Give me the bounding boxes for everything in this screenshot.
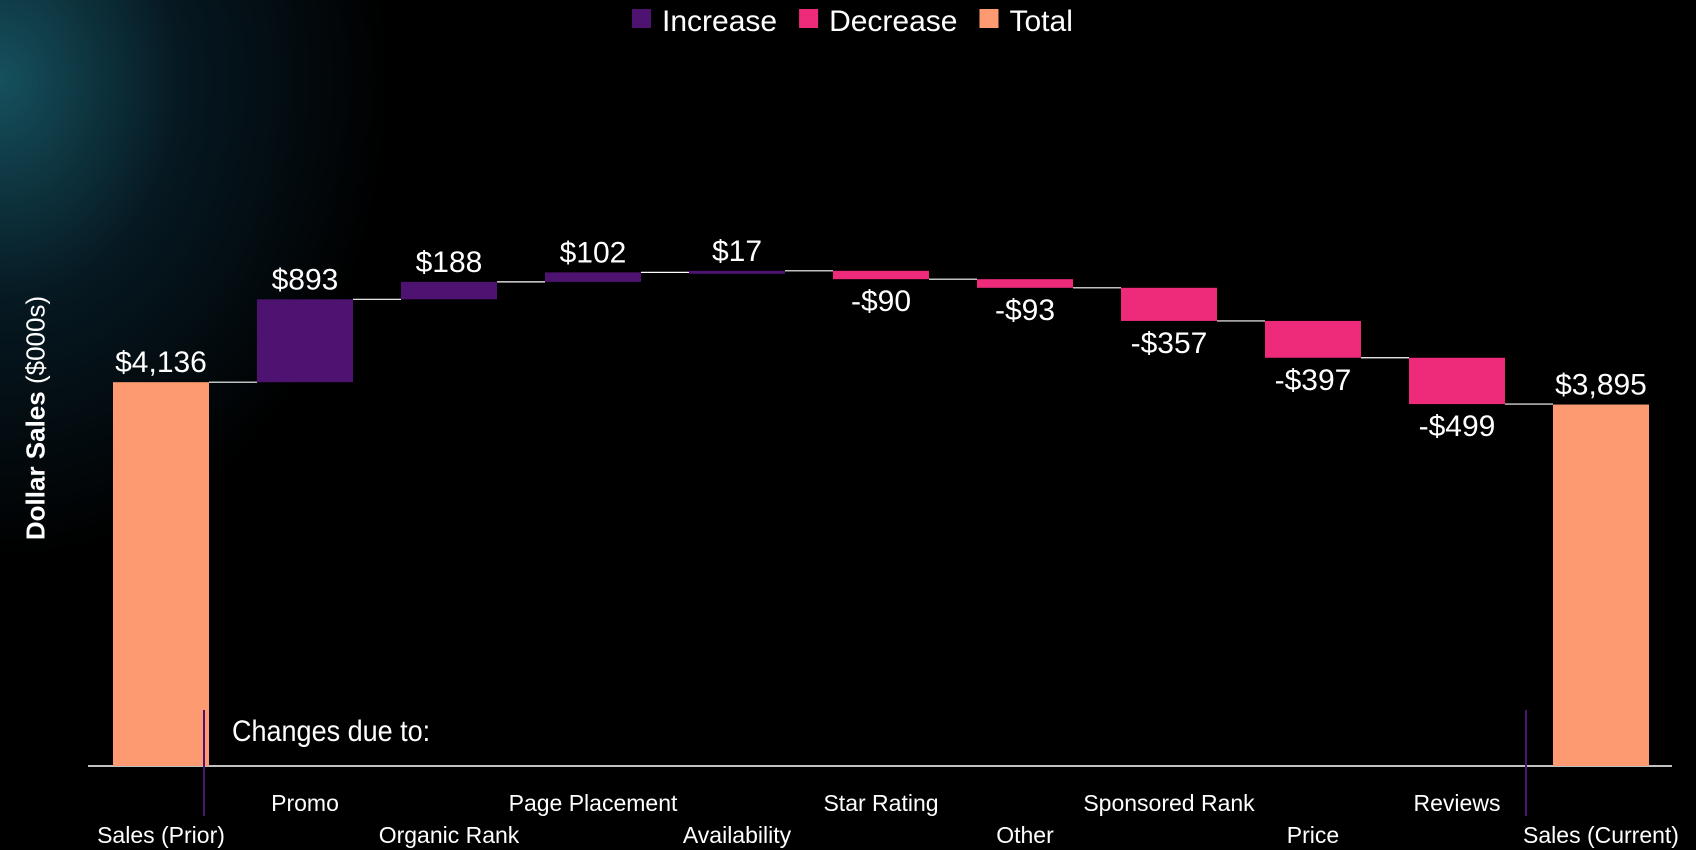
legend-label-total: Total (1009, 5, 1072, 38)
data-label-price: -$397 (1275, 364, 1352, 397)
data-label-reviews: -$499 (1419, 410, 1496, 443)
tick-label-other: Other (996, 822, 1054, 848)
bar-sponsored-rank (1121, 287, 1217, 321)
bar-promo (257, 299, 353, 383)
data-label-sales-current: $3,895 (1555, 369, 1647, 402)
tick-label-reviews: Reviews (1414, 790, 1501, 816)
bar-star-rating (833, 270, 929, 280)
y-axis-label-bold: Dollar Sales (20, 391, 51, 541)
bar-sales-current (1553, 404, 1649, 766)
bar-availability (689, 270, 785, 274)
tick-label-promo: Promo (271, 790, 339, 816)
data-label-promo: $893 (272, 263, 339, 296)
data-label-star-rating: -$90 (851, 285, 911, 318)
data-label-page-placement: $102 (560, 236, 627, 269)
legend-swatch-decrease (799, 9, 819, 28)
tick-label-sales-prior: Sales (Prior) (97, 822, 225, 848)
bar-other (977, 279, 1073, 288)
legend-swatch-total (979, 9, 999, 28)
tick-label-availability: Availability (683, 822, 792, 848)
legend-label-increase: Increase (662, 5, 777, 38)
legend-swatch-increase (632, 9, 651, 28)
tick-label-sales-current: Sales (Current) (1523, 822, 1679, 848)
data-label-availability: $17 (712, 235, 762, 268)
y-axis-label: Dollar Sales ($000s) (21, 296, 52, 540)
bar-organic-rank (401, 281, 497, 300)
y-axis-label-unit: ($000s) (20, 295, 51, 385)
legend-label-decrease: Decrease (829, 5, 957, 38)
bar-price (1265, 320, 1361, 358)
tick-label-sponsored-rank: Sponsored Rank (1083, 790, 1255, 816)
data-label-other: -$93 (995, 294, 1055, 327)
tick-label-star-rating: Star Rating (823, 790, 938, 816)
section-label: Changes due to: (232, 715, 431, 748)
tick-label-price: Price (1287, 822, 1339, 848)
bar-sales-prior (113, 382, 209, 766)
bar-page-placement (545, 272, 641, 282)
tick-label-organic-rank: Organic Rank (379, 822, 520, 848)
data-label-organic-rank: $188 (416, 246, 483, 279)
bar-reviews (1409, 357, 1505, 405)
data-label-sponsored-rank: -$357 (1131, 327, 1208, 360)
tick-label-page-placement: Page Placement (509, 790, 678, 816)
data-label-sales-prior: $4,136 (115, 346, 207, 379)
